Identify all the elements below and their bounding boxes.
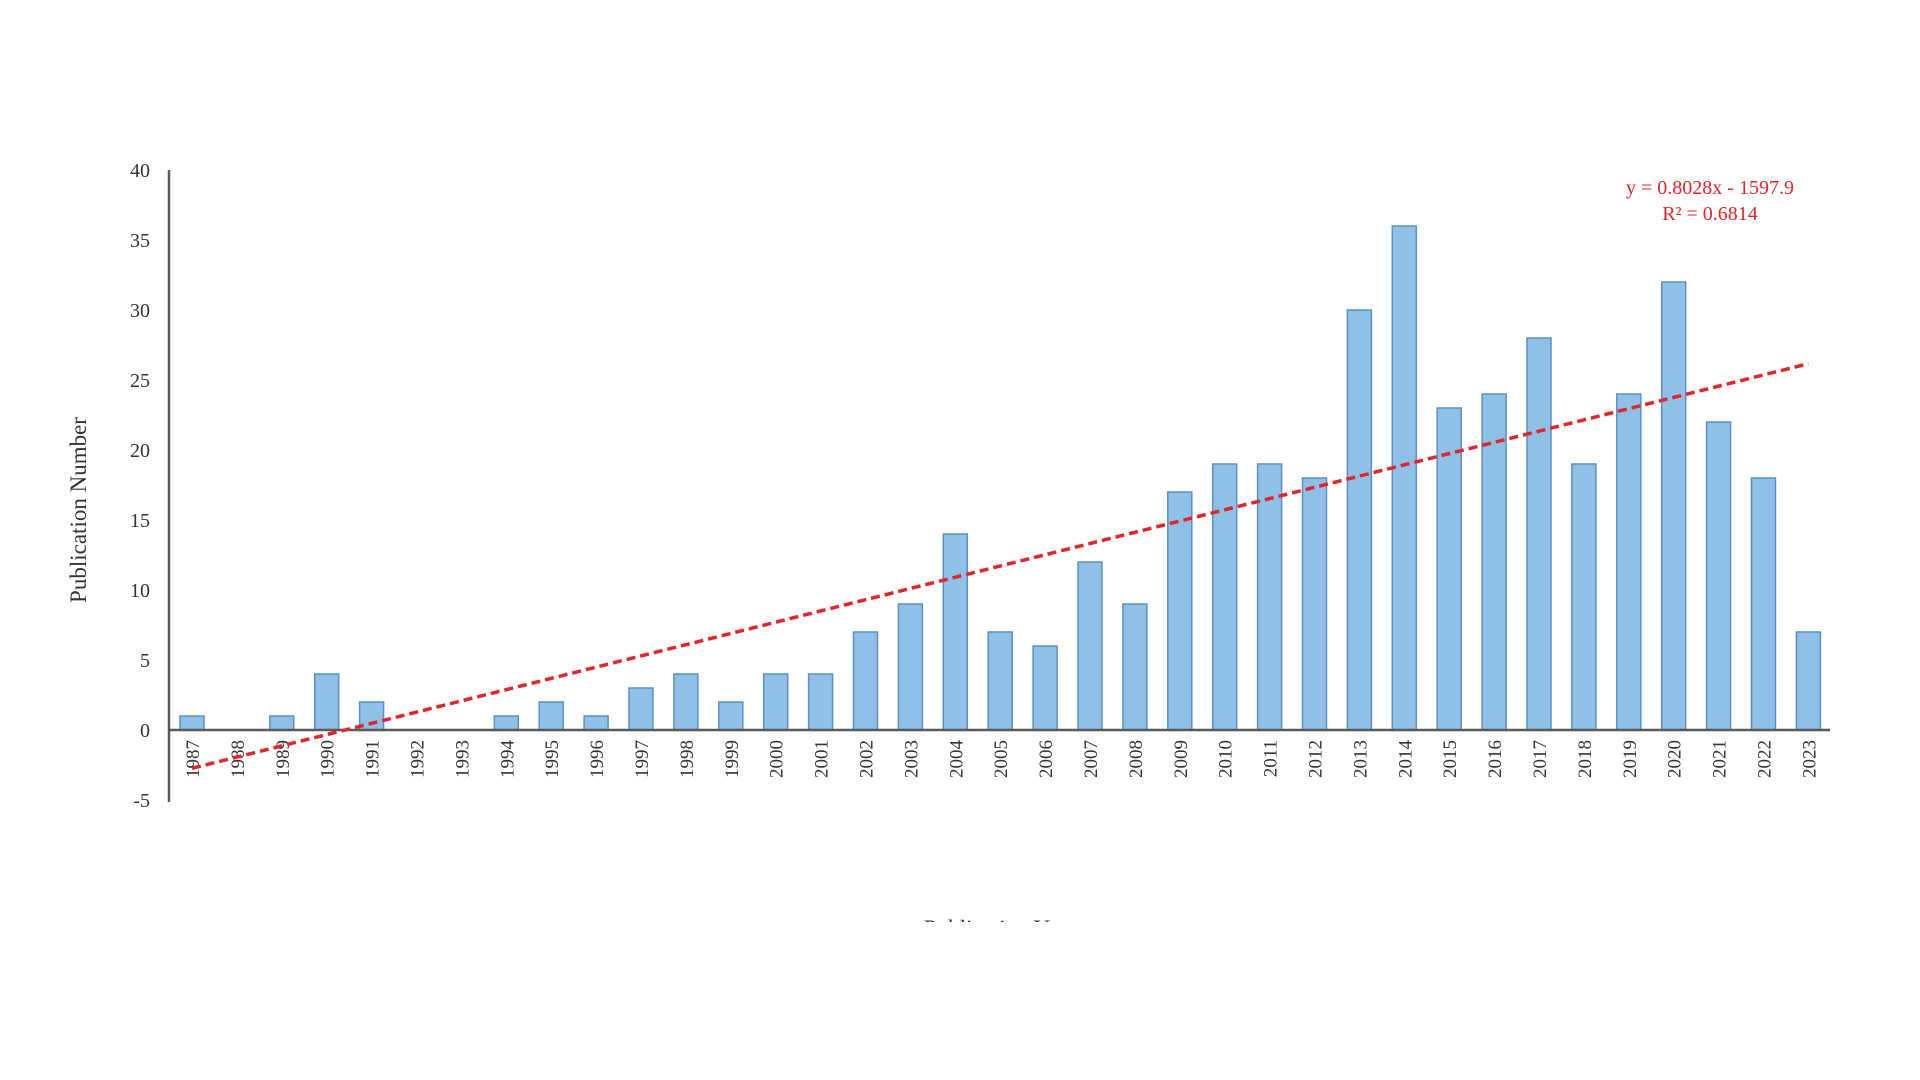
x-tick-label: 1988: [228, 740, 249, 778]
x-tick-label: 1992: [408, 740, 429, 778]
y-tick-label: 35: [130, 230, 150, 252]
bar-2017: [1526, 337, 1552, 731]
bar-1997: [628, 687, 654, 731]
bar-1999: [718, 701, 744, 731]
x-tick-label: 1997: [632, 740, 653, 778]
bar-2003: [897, 603, 924, 731]
bar-2021: [1705, 421, 1732, 731]
bar-2007: [1077, 561, 1103, 731]
x-tick-label: 2002: [857, 740, 878, 778]
trendline: [191, 362, 1809, 771]
bar-2015: [1436, 407, 1462, 731]
x-tick-label: 2004: [946, 740, 967, 779]
x-tick-label: 2009: [1171, 740, 1192, 778]
bar-2013: [1346, 309, 1373, 731]
y-tick-label: 0: [140, 720, 150, 742]
bar-2006: [1032, 645, 1058, 731]
bar-1998: [673, 673, 699, 731]
x-tick-label: 2021: [1710, 740, 1731, 778]
bar-2000: [762, 673, 789, 731]
bar-2020: [1660, 281, 1687, 731]
x-tick-label: 2000: [767, 740, 788, 778]
bar-2001: [807, 673, 834, 731]
x-tick-label: 1991: [363, 740, 384, 778]
bar-1990: [313, 673, 340, 731]
x-tick-label: 2013: [1350, 740, 1371, 778]
y-axis-title: Publication Number: [66, 417, 91, 603]
x-tick-label: 1987: [183, 740, 204, 778]
x-tick-label: 1995: [542, 740, 563, 778]
bar-1995: [538, 701, 564, 731]
y-tick-label: 15: [130, 510, 150, 532]
y-tick-label: 30: [130, 300, 150, 322]
bar-2008: [1122, 603, 1148, 731]
bar-2011: [1256, 463, 1283, 731]
x-tick-label: 1998: [677, 740, 698, 778]
bar-2016: [1481, 393, 1507, 731]
y-tick-label: -5: [133, 790, 150, 812]
x-tick-label: 2010: [1216, 740, 1237, 778]
y-tick-label: 20: [130, 440, 150, 462]
x-tick-label: 2006: [1036, 740, 1057, 778]
trendline-r-squared: R² = 0.6814: [1662, 203, 1758, 225]
x-tick-label: 1989: [273, 740, 294, 778]
bar-2012: [1301, 477, 1328, 731]
x-tick-label: 2015: [1440, 740, 1461, 778]
y-tick-label: 5: [140, 650, 150, 672]
bar-2010: [1211, 463, 1238, 731]
x-tick-label: 2012: [1306, 740, 1327, 778]
bar-2019: [1616, 393, 1642, 731]
x-tick-label: 2023: [1799, 740, 1820, 778]
x-tick-label: 2014: [1395, 740, 1416, 779]
x-tick-label: 2019: [1620, 740, 1641, 778]
bar-1996: [583, 715, 609, 731]
bar-2023: [1795, 631, 1822, 731]
bar-2004: [942, 533, 969, 731]
x-tick-label: 2007: [1081, 740, 1102, 778]
x-tick-label: 2003: [901, 740, 922, 778]
x-tick-label: 2022: [1755, 740, 1776, 778]
y-tick-label: 40: [130, 160, 150, 182]
bar-1987: [179, 715, 205, 731]
x-tick-label: 2017: [1530, 740, 1551, 778]
bar-1994: [493, 715, 520, 731]
x-tick-label: 2018: [1575, 740, 1596, 778]
x-tick-label: 2008: [1126, 740, 1147, 778]
x-tick-label: 1996: [587, 740, 608, 778]
x-tick-label: 2020: [1665, 740, 1686, 778]
x-tick-label: 2001: [812, 740, 833, 778]
bar-2009: [1167, 491, 1193, 731]
x-tick-label: 1993: [452, 740, 473, 778]
trendline-equation: y = 0.8028x - 1597.9: [1626, 177, 1794, 199]
x-axis-title: Publication Year: [924, 916, 1076, 941]
x-tick-label: 1990: [318, 740, 339, 778]
bar-2005: [987, 631, 1013, 731]
x-tick-label: 1994: [497, 740, 518, 779]
y-tick-label: 25: [130, 370, 150, 392]
x-tick-label: 1999: [722, 740, 743, 778]
bar-2002: [852, 631, 879, 731]
x-tick-label: 2016: [1485, 740, 1506, 778]
bar-2022: [1750, 477, 1777, 731]
y-tick-label: 10: [130, 580, 150, 602]
x-tick-label: 2005: [991, 740, 1012, 778]
bar-2014: [1391, 225, 1418, 731]
x-tick-label: 2011: [1261, 740, 1282, 777]
bar-2018: [1571, 463, 1597, 731]
bar-1989: [269, 715, 295, 731]
